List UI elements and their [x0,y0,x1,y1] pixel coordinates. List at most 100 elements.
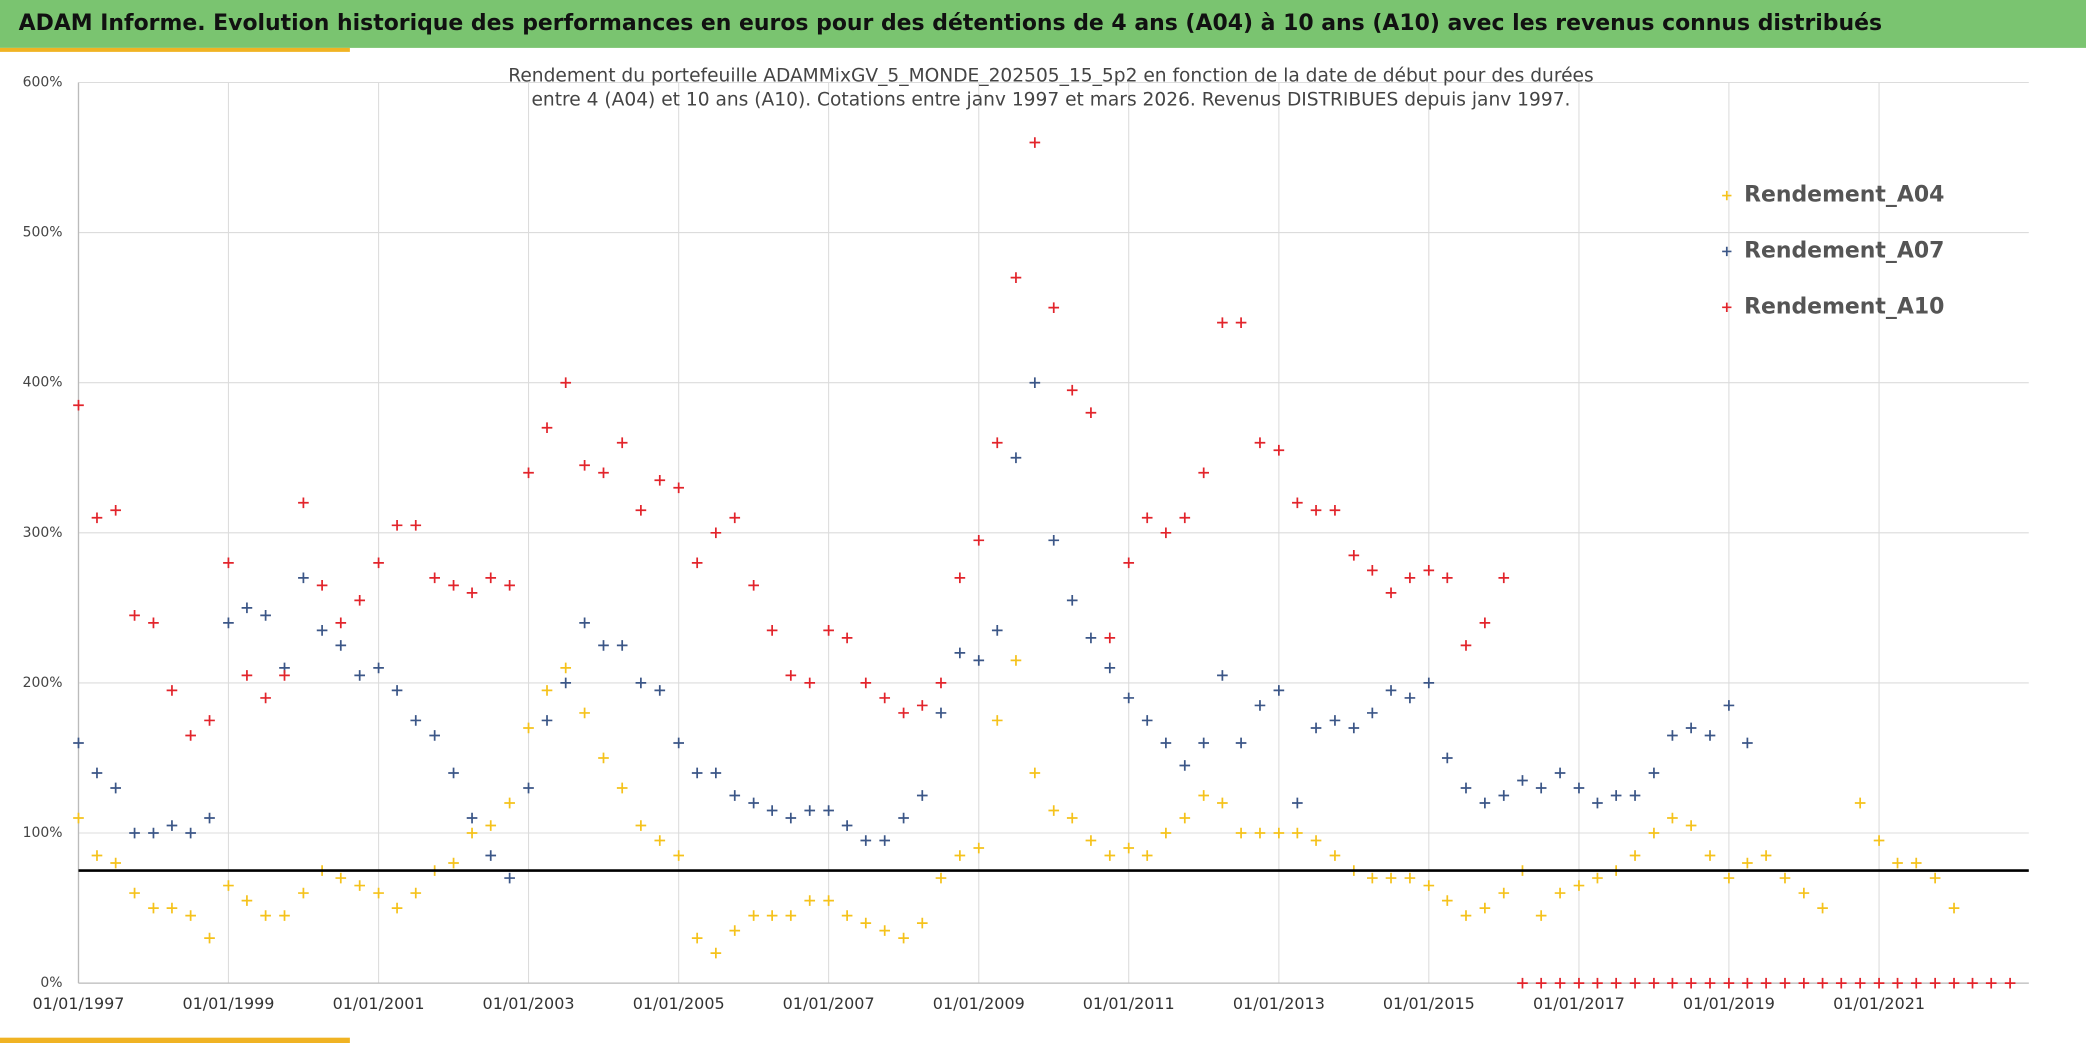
data-point [1310,504,1322,516]
data-point [1798,887,1810,899]
data-point [916,790,928,801]
data-point [335,872,347,884]
x-tick-label: 01/01/2003 [483,994,575,1013]
data-point [991,715,1003,726]
data-point [1179,760,1191,771]
data-point [1385,872,1397,884]
data-point [616,437,628,449]
data-point [673,737,685,749]
data-point [373,887,384,899]
data-point [785,910,797,921]
data-point [935,707,947,719]
data-point [1141,715,1153,726]
data-point [860,677,872,689]
x-tick-label: 01/01/1999 [182,994,274,1013]
x-tick-label: 01/01/1997 [33,994,125,1013]
data-point [1685,820,1697,831]
data-point [260,610,271,621]
data-point [148,902,159,914]
data-point [935,677,947,689]
data-point [223,557,234,569]
data-point [1254,827,1266,839]
y-tick-label: 100% [23,825,63,841]
data-point [1573,782,1585,794]
data-point [73,399,84,411]
data-point [1498,790,1510,801]
data-point [954,647,966,659]
data-point [1854,797,1866,809]
data-point [1385,685,1397,696]
data-point [654,474,666,486]
data-point [804,677,816,689]
data-point [204,932,215,944]
y-tick-label: 200% [23,675,63,691]
data-point [729,790,741,801]
data-point [504,872,515,884]
data-point [860,917,872,929]
data-point [466,587,478,599]
data-point [1179,812,1191,824]
data-point [373,557,384,569]
data-point [1048,534,1060,546]
data-point [166,902,178,914]
data-point [91,850,103,861]
header-accent [0,47,350,52]
data-point [804,805,816,816]
data-point [485,850,497,861]
data-point [185,827,196,839]
data-point [1179,512,1191,524]
data-point [841,820,853,831]
data-point [973,842,985,854]
data-point [1629,850,1641,861]
x-tick-label: 01/01/2007 [783,994,875,1013]
data-point [579,459,590,471]
data-point [1292,827,1303,839]
data-point [1404,692,1416,704]
data-point [1798,977,1810,989]
data-point [504,580,515,591]
header-bar [0,0,2086,48]
data-point [1217,670,1228,681]
data-point [916,917,928,929]
data-point [241,602,253,614]
data-point [279,910,290,921]
data-point [485,820,497,831]
data-point [729,512,741,524]
data-point [785,812,797,824]
data-point [898,707,909,719]
data-point [373,662,384,674]
data-point [1460,910,1472,921]
data-point [635,504,647,516]
data-point [1254,700,1266,711]
data-point [1423,565,1435,576]
data-point [1554,977,1566,989]
data-point [1667,812,1678,824]
data-point [879,925,891,936]
data-point [1085,407,1097,419]
data-point [129,887,140,899]
data-point [466,812,478,824]
legend-label: Rendement_A04 [1744,183,1944,208]
data-point [1667,730,1678,741]
data-point [598,640,609,651]
data-point [841,632,853,644]
data-point [1404,572,1416,584]
data-point [1498,572,1510,584]
data-point [1273,827,1285,839]
data-point [1704,730,1716,741]
data-point [1629,790,1641,801]
data-point [73,812,84,824]
data-point [260,910,271,921]
data-point [298,497,309,509]
data-point [1929,872,1941,884]
data-point [541,422,553,434]
data-point [166,685,178,696]
data-point [1648,827,1660,839]
data-point [860,835,872,846]
legend-marker [1722,190,1732,201]
data-point [1329,850,1341,861]
data-point [991,625,1003,636]
data-point [710,527,722,539]
data-point [1760,977,1772,989]
data-point [729,925,741,936]
